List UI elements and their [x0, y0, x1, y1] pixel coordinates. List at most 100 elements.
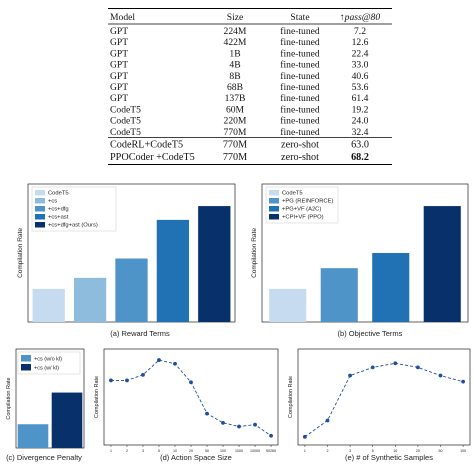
table-cell: 22.4: [352, 48, 369, 59]
plot-frame: [297, 348, 471, 446]
table-cell: 137B: [225, 93, 246, 104]
legend-swatch-4: [35, 214, 45, 220]
legend-label-4: +cs+ast: [48, 215, 69, 221]
data-point-4: [370, 365, 375, 370]
data-point-7: [438, 373, 443, 378]
table-cell: fine-tuned: [280, 71, 320, 82]
divergence-penalty-panel: Compilation Rate +cs (w/o kl) +cs (w/ kl) …: [0, 343, 88, 467]
results-table: Model Size State ↑pass@80 GPT 224M fine-tuned 7…: [0, 0, 474, 172]
objective-terms-chart: Compilation Rate CodeT5 +PG (REINFORCE) +PG…: [251, 183, 469, 323]
bar-5: [198, 206, 231, 322]
x-tick-label: 5: [372, 449, 374, 453]
plot-frame: [103, 348, 279, 446]
legend-label-3: +cs+dfg: [48, 207, 69, 213]
x-tick-label: 3: [349, 449, 351, 453]
bar-1: [269, 288, 307, 322]
reward-terms-caption: (a) Reward Terms: [110, 329, 170, 338]
table-cell: 1B: [229, 48, 240, 59]
data-point-10: [253, 422, 257, 427]
data-point-11: [269, 433, 273, 438]
x-tick-label: 2: [326, 449, 328, 453]
bar-4: [423, 206, 461, 322]
table-cell: CodeT5: [110, 127, 141, 138]
x-tick-label: 50265: [266, 449, 276, 453]
x-tick-label: 10: [173, 449, 177, 453]
x-tick-label: 1: [304, 449, 306, 453]
legend-swatch-3: [35, 206, 45, 212]
x-tick-label: 2: [126, 449, 128, 453]
y-axis-label: Compilation Rate: [6, 377, 12, 419]
table-cell: 8B: [229, 71, 240, 82]
table-cell: 770M: [223, 152, 247, 163]
table-rules: Model Size State ↑pass@80 GPT 224M fine-tuned 7…: [108, 8, 392, 165]
table-cell: GPT: [110, 93, 128, 104]
x-tick-label: 10: [393, 449, 397, 453]
x-tick-label: 20: [416, 449, 420, 453]
table-cell: GPT: [110, 26, 128, 37]
action-space-chart: Compilation Rate 1 2 3 5 10 20 50 100 1000 10000 50…: [94, 348, 279, 453]
bar-2: [73, 277, 107, 322]
table-cell: 68.2: [351, 152, 369, 163]
legend-label-1: CodeT5: [282, 191, 303, 197]
table-cell: 24.0: [352, 116, 369, 127]
table-cell: 68B: [227, 82, 243, 93]
data-point-2: [325, 418, 330, 423]
legend-swatch-4: [269, 214, 279, 220]
table-cell: 4B: [229, 60, 240, 71]
x-tick-label: 1000: [235, 449, 243, 453]
table-cell: 422M: [224, 37, 247, 48]
data-point-8: [221, 420, 225, 425]
data-point-3: [141, 372, 145, 377]
table-cell: fine-tuned: [280, 116, 320, 127]
action-space-panel: Compilation Rate 1 2 3 5 10 20 50 100 1000 10000 50…: [90, 343, 282, 467]
table-cell: fine-tuned: [280, 60, 320, 71]
data-point-6: [189, 380, 193, 385]
table-cell: GPT: [110, 71, 128, 82]
x-tick-label: 1: [110, 449, 112, 453]
table-cell: fine-tuned: [280, 104, 320, 115]
y-axis-label: Compilation Rate: [17, 228, 24, 278]
table-cell: 224M: [224, 26, 247, 37]
bar-2: [51, 392, 83, 448]
y-axis-label: Compilation Rate: [251, 228, 258, 278]
bar-4: [156, 219, 190, 322]
legend-swatch-5: [35, 222, 45, 228]
objective-terms-caption: (b) Objective Terms: [337, 329, 403, 338]
bar-1: [32, 288, 65, 322]
y-axis-label: Compilation Rate: [288, 376, 294, 418]
table-cell: fine-tuned: [280, 82, 320, 93]
legend-label-2: +PG (REINFORCE): [282, 199, 333, 205]
data-point-1: [302, 434, 307, 439]
data-point-1: [109, 378, 113, 383]
divergence-penalty-caption: (c) Divergence Penalty: [6, 453, 82, 462]
x-tick-label: 100: [460, 449, 466, 453]
y-axis-label: Compilation Rate: [94, 376, 100, 418]
table-header-4: ↑pass@80: [340, 12, 380, 23]
data-point-6: [416, 365, 420, 370]
table-cell: PPOCoder +CodeT5: [110, 152, 195, 163]
data-point-5: [173, 361, 177, 366]
legend-label-3: +PG+VF (A2C): [282, 207, 321, 213]
legend-label-1: CodeT5: [48, 191, 69, 197]
table-cell: CodeRL+CodeT5: [110, 140, 183, 151]
legend-label-2: +cs (w/ kl): [34, 366, 59, 372]
x-tick-label: 5: [158, 449, 160, 453]
x-tick-label: 10000: [250, 449, 260, 453]
table-cell: GPT: [110, 82, 128, 93]
table-cell: fine-tuned: [280, 48, 320, 59]
table-cell: fine-tuned: [280, 26, 320, 37]
legend-swatch-1: [35, 190, 45, 196]
table-cell: 770M: [224, 127, 247, 138]
legend-swatch-2: [21, 364, 31, 371]
table-cell: GPT: [110, 37, 128, 48]
data-point-4: [157, 358, 161, 362]
table-cell: GPT: [110, 60, 128, 71]
table-cell: 770M: [223, 140, 247, 151]
table-cell: 7.2: [354, 26, 366, 37]
action-space-caption: (d) Action Space Size: [160, 453, 232, 462]
reward-terms-panel: Compilation Rate CodeT5 +cs +cs+dfg +cs+ast +…: [0, 174, 240, 344]
data-point-9: [237, 424, 241, 429]
table-cell: fine-tuned: [280, 37, 320, 48]
legend-box: [31, 186, 117, 232]
table-cell: 33.0: [352, 60, 369, 71]
